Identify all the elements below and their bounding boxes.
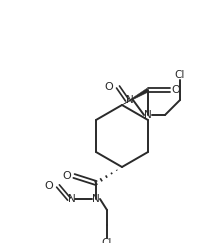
Text: O: O	[63, 171, 71, 181]
Text: Cl: Cl	[102, 238, 112, 243]
Text: O: O	[172, 85, 180, 95]
Text: N: N	[144, 110, 152, 120]
Text: N: N	[126, 95, 134, 105]
Text: O: O	[105, 82, 113, 92]
Polygon shape	[122, 88, 149, 105]
Text: N: N	[68, 194, 76, 204]
Text: N: N	[92, 194, 100, 204]
Text: Cl: Cl	[175, 70, 185, 80]
Text: O: O	[45, 181, 53, 191]
